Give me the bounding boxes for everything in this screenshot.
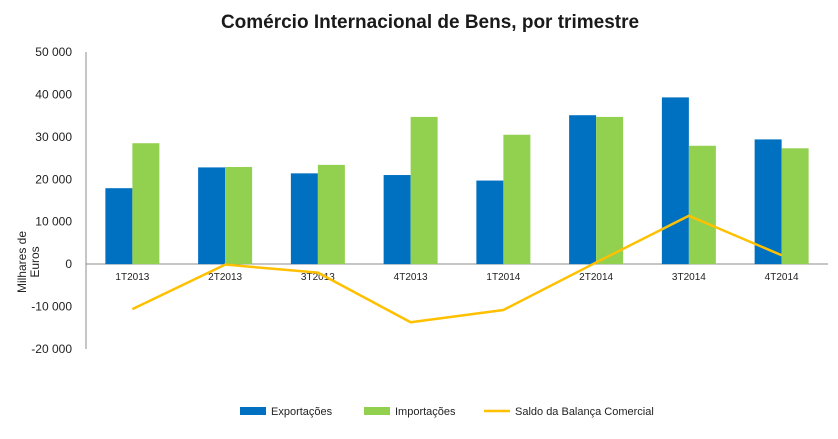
y-tick-label: 50 000 bbox=[35, 45, 72, 59]
x-tick-label: 4T2013 bbox=[394, 272, 428, 283]
y-tick-label: 0 bbox=[65, 257, 72, 271]
bar-exportacoes bbox=[569, 115, 597, 265]
x-tick-label: 3T2014 bbox=[672, 272, 706, 283]
legend-swatch bbox=[364, 407, 390, 415]
x-tick-labels: 1T2013 2T2013 3T2013 4T2013 1T2014 2T2014 3T20… bbox=[115, 272, 799, 283]
legend: Exportações Importações Saldo da Balança C… bbox=[240, 406, 654, 418]
x-tick-label: 1T2014 bbox=[486, 272, 520, 283]
bar-exportacoes bbox=[661, 97, 689, 265]
x-tick-label: 4T2014 bbox=[765, 272, 799, 283]
y-tick-label: -10 000 bbox=[31, 300, 72, 314]
y-tick-labels: 50 000 40 000 30 000 20 000 10 000 0 -10 000 -2… bbox=[31, 45, 72, 356]
x-tick-label: 2T2014 bbox=[579, 272, 613, 283]
y-tick-label: 30 000 bbox=[35, 130, 72, 144]
bar-exportacoes bbox=[198, 167, 226, 265]
x-tick-label: 1T2013 bbox=[115, 272, 149, 283]
bar-importacoes bbox=[503, 134, 531, 265]
y-tick-label: -20 000 bbox=[31, 342, 72, 356]
legend-swatch bbox=[240, 407, 266, 415]
balance-line bbox=[131, 214, 783, 324]
legend-label: Saldo da Balança Comercial bbox=[515, 406, 654, 418]
x-tick-label: 3T2013 bbox=[301, 272, 335, 283]
y-tick-label: 10 000 bbox=[35, 215, 72, 229]
bar-importacoes bbox=[317, 164, 345, 265]
y-axis-label: Milhares deEuros bbox=[15, 231, 42, 293]
x-tick-label: 2T2013 bbox=[208, 272, 242, 283]
y-axis-label-text: Milhares deEuros bbox=[15, 231, 42, 293]
bar-exportacoes bbox=[383, 175, 411, 265]
y-tick-label: 20 000 bbox=[35, 172, 72, 186]
bar-importacoes bbox=[596, 116, 624, 265]
bar-exportacoes bbox=[754, 139, 782, 265]
y-axis-label-line: Milhares de bbox=[15, 231, 29, 293]
bar-importacoes bbox=[688, 145, 716, 265]
bar-importacoes bbox=[132, 143, 160, 265]
legend-label: Exportações bbox=[271, 406, 333, 418]
bar-importacoes bbox=[781, 148, 809, 265]
bar-exportacoes bbox=[290, 173, 318, 265]
bar-exportacoes bbox=[105, 188, 133, 265]
bar-importacoes bbox=[225, 166, 253, 265]
y-tick-label: 40 000 bbox=[35, 87, 72, 101]
y-axis-label-line: Euros bbox=[28, 246, 42, 277]
legend-label: Importações bbox=[395, 406, 456, 418]
bar-importacoes bbox=[410, 116, 438, 265]
chart-title: Comércio Internacional de Bens, por trim… bbox=[221, 12, 639, 33]
bar-exportacoes bbox=[476, 180, 504, 265]
balance-line-path bbox=[131, 214, 783, 324]
bars bbox=[105, 97, 809, 265]
